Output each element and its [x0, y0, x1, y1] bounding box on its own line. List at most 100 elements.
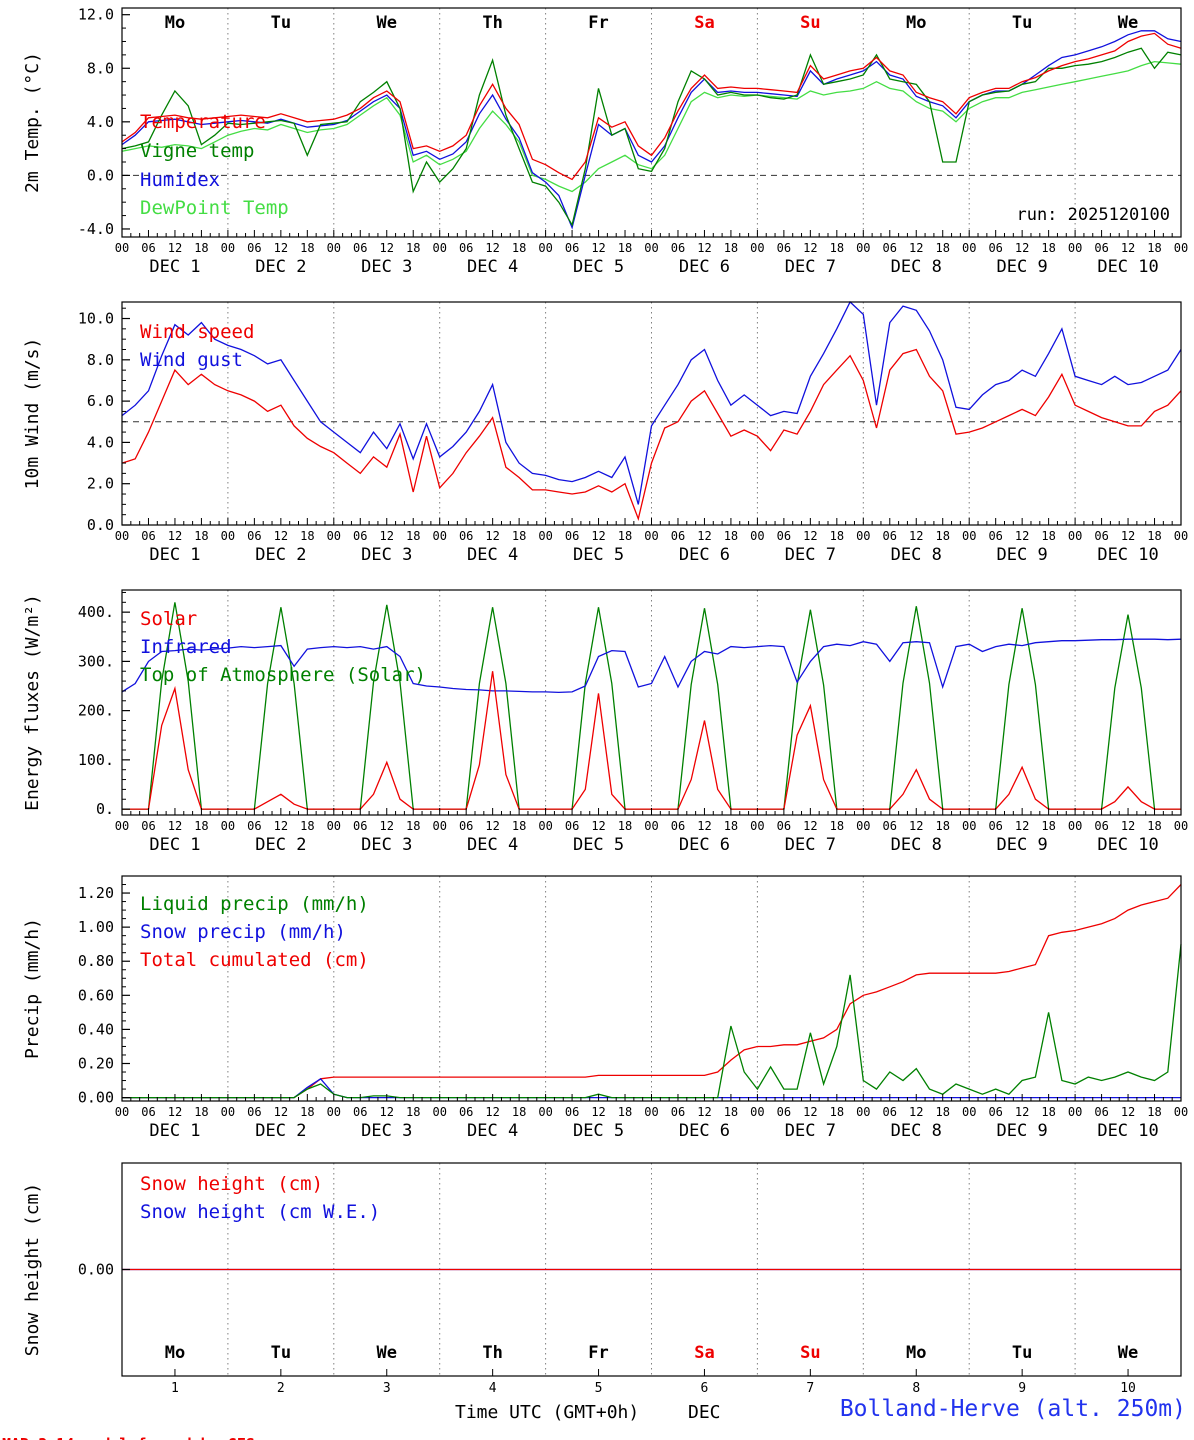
svg-text:Mo: Mo: [906, 1343, 926, 1363]
svg-text:12: 12: [697, 819, 711, 833]
svg-text:06: 06: [353, 529, 367, 543]
svg-text:4.0: 4.0: [87, 113, 114, 131]
svg-text:Th: Th: [482, 13, 502, 33]
svg-text:00: 00: [432, 819, 446, 833]
svg-text:Su: Su: [800, 1343, 820, 1363]
svg-text:12: 12: [274, 1105, 288, 1119]
svg-text:00: 00: [221, 1105, 235, 1119]
svg-text:DEC 2: DEC 2: [255, 257, 306, 277]
svg-text:Mo: Mo: [165, 13, 185, 33]
svg-text:18: 18: [406, 529, 420, 543]
svg-text:00: 00: [1174, 1105, 1188, 1119]
svg-text:0.00: 0.00: [78, 1089, 114, 1107]
svg-text:06: 06: [141, 529, 155, 543]
svg-text:00: 00: [962, 529, 976, 543]
svg-text:00: 00: [1068, 819, 1082, 833]
svg-text:18: 18: [935, 529, 949, 543]
svg-text:00: 00: [327, 241, 341, 255]
svg-text:9: 9: [1018, 1381, 1026, 1396]
svg-text:DewPoint Temp: DewPoint Temp: [140, 197, 289, 219]
svg-text:0.: 0.: [96, 800, 114, 818]
infrared-line: [121, 638, 1182, 694]
svg-text:12: 12: [803, 241, 817, 255]
svg-text:00: 00: [1068, 241, 1082, 255]
dewpoint-temp-line: [121, 60, 1182, 193]
svg-text:18: 18: [512, 1105, 526, 1119]
svg-text:DEC 1: DEC 1: [149, 1121, 200, 1141]
svg-text:00: 00: [115, 241, 129, 255]
svg-text:2: 2: [277, 1381, 285, 1396]
svg-text:06: 06: [141, 1105, 155, 1119]
svg-text:06: 06: [565, 241, 579, 255]
svg-text:DEC 8: DEC 8: [891, 545, 942, 565]
svg-text:DEC 10: DEC 10: [1097, 1121, 1158, 1141]
svg-text:Mo: Mo: [906, 13, 926, 33]
svg-text:8.0: 8.0: [87, 59, 114, 77]
svg-text:12: 12: [485, 1105, 499, 1119]
svg-text:18: 18: [300, 1105, 314, 1119]
svg-text:00: 00: [1174, 241, 1188, 255]
svg-text:12: 12: [380, 819, 394, 833]
temperature-line: [121, 32, 1182, 181]
svg-text:12: 12: [1121, 1105, 1135, 1119]
svg-text:300.: 300.: [78, 652, 114, 670]
svg-text:12: 12: [1015, 1105, 1029, 1119]
svg-text:06: 06: [459, 1105, 473, 1119]
svg-text:18: 18: [724, 1105, 738, 1119]
svg-text:10: 10: [1120, 1381, 1136, 1396]
svg-text:DEC 6: DEC 6: [679, 257, 730, 277]
svg-text:12: 12: [1121, 529, 1135, 543]
svg-text:18: 18: [935, 819, 949, 833]
svg-text:4.0: 4.0: [87, 433, 114, 451]
svg-text:06: 06: [883, 241, 897, 255]
snow-height-panel: 0.00 1 2 3 4 5 6 7 8 9 10 Snow height (cm) Snow heig…: [22, 1162, 1182, 1396]
svg-text:00: 00: [115, 1105, 129, 1119]
svg-text:100.: 100.: [78, 751, 114, 769]
svg-text:DEC 3: DEC 3: [361, 257, 412, 277]
svg-text:18: 18: [724, 241, 738, 255]
svg-text:12: 12: [803, 819, 817, 833]
svg-text:00: 00: [432, 529, 446, 543]
svg-text:12: 12: [697, 529, 711, 543]
svg-text:00: 00: [538, 1105, 552, 1119]
svg-text:00: 00: [750, 1105, 764, 1119]
svg-text:18: 18: [830, 529, 844, 543]
svg-text:8.0: 8.0: [87, 351, 114, 369]
svg-text:18: 18: [935, 1105, 949, 1119]
svg-text:12: 12: [909, 241, 923, 255]
svg-text:18: 18: [194, 819, 208, 833]
svg-text:DEC 5: DEC 5: [573, 835, 624, 855]
svg-text:06: 06: [671, 529, 685, 543]
svg-text:00: 00: [962, 1105, 976, 1119]
svg-text:18: 18: [935, 241, 949, 255]
svg-text:Tu: Tu: [1012, 13, 1032, 33]
svg-text:12: 12: [485, 819, 499, 833]
svg-text:00: 00: [538, 529, 552, 543]
svg-text:6: 6: [701, 1381, 709, 1396]
svg-text:12: 12: [380, 529, 394, 543]
svg-text:Temperature: Temperature: [140, 111, 266, 133]
svg-text:12: 12: [697, 1105, 711, 1119]
svg-text:18: 18: [406, 819, 420, 833]
svg-text:18: 18: [1147, 529, 1161, 543]
svg-text:12: 12: [909, 529, 923, 543]
svg-text:DEC 4: DEC 4: [467, 835, 518, 855]
svg-text:0.40: 0.40: [78, 1020, 114, 1038]
svg-text:18: 18: [1041, 241, 1055, 255]
svg-text:12: 12: [485, 241, 499, 255]
svg-text:00: 00: [1174, 529, 1188, 543]
svg-text:06: 06: [565, 1105, 579, 1119]
svg-text:06: 06: [988, 529, 1002, 543]
svg-text:06: 06: [671, 241, 685, 255]
svg-text:06: 06: [1094, 1105, 1108, 1119]
svg-text:12.0: 12.0: [78, 6, 114, 24]
svg-text:Precip (mm/h): Precip (mm/h): [22, 918, 43, 1059]
svg-text:06: 06: [459, 529, 473, 543]
svg-text:18: 18: [618, 819, 632, 833]
svg-text:06: 06: [777, 529, 791, 543]
svg-text:00: 00: [1174, 819, 1188, 833]
energy-flux-panel: 0. 100. 200. 300. 400. 00 06 12 18 00 06 12 18 00 06 12…: [22, 589, 1188, 855]
svg-text:0.80: 0.80: [78, 952, 114, 970]
svg-text:DEC 10: DEC 10: [1097, 257, 1158, 277]
svg-text:DEC 2: DEC 2: [255, 545, 306, 565]
